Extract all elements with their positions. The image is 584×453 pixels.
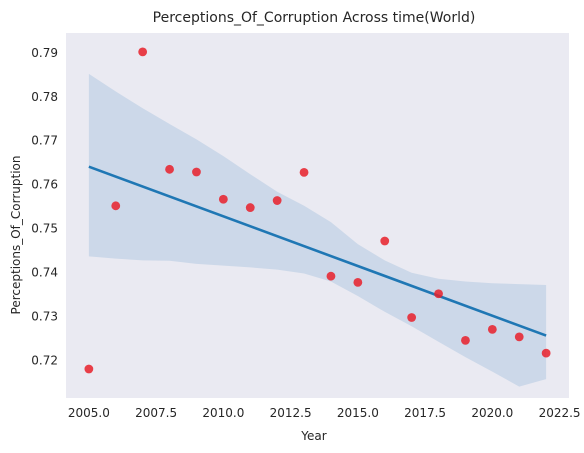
y-tick-label: 0.78 [31, 90, 58, 104]
chart-title: Perceptions_Of_Corruption Across time(Wo… [153, 10, 476, 26]
plot-area [66, 33, 569, 398]
y-tick-label: 0.72 [31, 354, 58, 368]
data-point [407, 313, 417, 322]
data-point [380, 236, 390, 246]
x-axis-ticks: 2005.0 2007.5 2010.0 2012.5 2015.0 2017.5 2020… [68, 406, 581, 420]
x-tick-label: 2007.5 [135, 406, 177, 420]
x-tick-label: 2017.5 [404, 406, 446, 420]
data-point [434, 289, 443, 299]
y-axis-ticks: 0.72 0.73 0.74 0.75 0.76 0.77 0.78 0.79 [31, 46, 58, 368]
y-tick-label: 0.75 [31, 222, 58, 236]
data-point [353, 277, 363, 287]
data-point [541, 348, 551, 358]
data-point [138, 47, 148, 57]
x-tick-label: 2022.5 [539, 406, 581, 420]
data-point [165, 164, 174, 174]
data-points [84, 47, 551, 374]
x-tick-label: 2020.0 [471, 406, 513, 420]
regression-line [88, 165, 547, 337]
data-point [487, 324, 497, 334]
data-point [84, 364, 94, 374]
y-tick-label: 0.74 [31, 266, 58, 280]
data-point [461, 335, 470, 345]
x-tick-label: 2015.0 [337, 406, 379, 420]
x-tick-label: 2005.0 [68, 406, 110, 420]
data-point [192, 167, 201, 177]
data-point [514, 332, 524, 342]
data-point [218, 194, 228, 204]
data-point [272, 196, 282, 205]
x-axis-label: Year [300, 429, 326, 443]
data-point [299, 168, 309, 177]
x-tick-label: 2010.0 [202, 406, 244, 420]
y-tick-label: 0.77 [31, 134, 58, 148]
y-tick-label: 0.76 [31, 178, 58, 192]
confidence-band [88, 73, 547, 387]
y-axis-label: Perceptions_Of_Corruption [9, 156, 23, 315]
x-tick-label: 2012.5 [270, 406, 312, 420]
y-tick-label: 0.73 [31, 310, 58, 324]
data-point [111, 201, 121, 211]
y-tick-label: 0.79 [31, 46, 58, 60]
data-point [245, 203, 255, 212]
data-point [326, 271, 336, 281]
